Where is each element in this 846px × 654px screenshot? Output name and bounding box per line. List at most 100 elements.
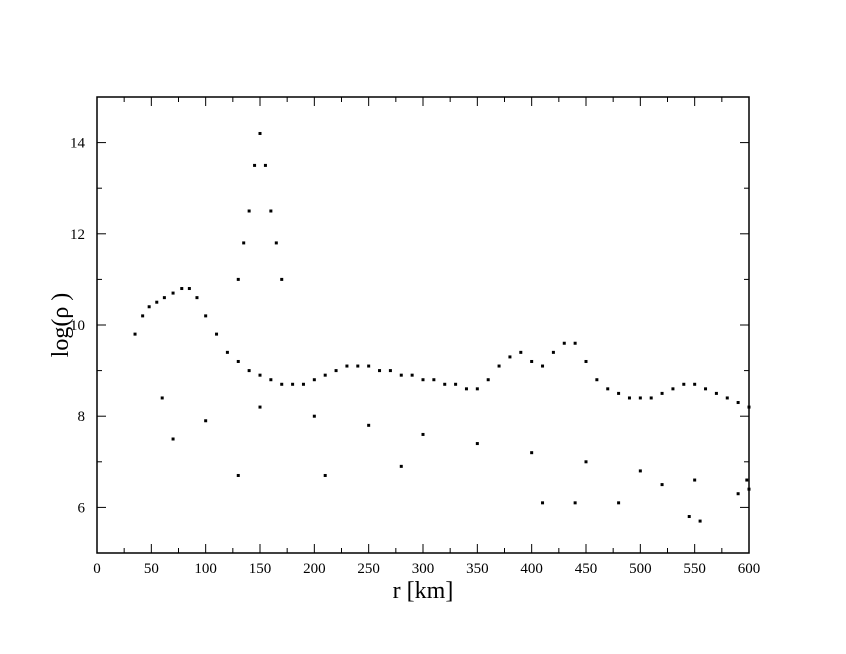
data-point (443, 382, 447, 386)
data-point (258, 373, 262, 377)
data-point (432, 378, 436, 382)
data-point (269, 378, 273, 382)
data-point (312, 378, 316, 382)
data-point (519, 350, 523, 354)
data-point (698, 519, 702, 523)
data-point (617, 391, 621, 395)
data-point (225, 350, 229, 354)
data-point (356, 364, 360, 368)
data-point (745, 478, 749, 482)
ticks-layer (96, 97, 750, 553)
x-tick-label: 250 (357, 561, 380, 577)
x-tick-label: 400 (520, 561, 543, 577)
data-point (562, 341, 566, 345)
data-point (486, 378, 490, 382)
data-point (334, 369, 338, 373)
data-point (508, 355, 512, 359)
x-tick-label: 550 (683, 561, 706, 577)
data-point (541, 364, 545, 368)
data-point (421, 378, 425, 382)
data-point (530, 359, 534, 363)
data-point (649, 396, 653, 400)
data-point (345, 364, 349, 368)
data-point (454, 382, 458, 386)
data-point (573, 501, 577, 505)
data-point (551, 350, 555, 354)
data-point (736, 401, 740, 405)
plot-background (97, 97, 749, 553)
data-point (162, 296, 166, 300)
x-tick-label: 200 (303, 561, 326, 577)
data-point (236, 473, 240, 477)
data-point (133, 332, 137, 336)
x-tick-label: 0 (93, 561, 101, 577)
data-point (388, 369, 392, 373)
data-point (171, 291, 175, 295)
y-tick-label: 8 (78, 409, 86, 425)
data-point (704, 387, 708, 391)
x-tick-label: 50 (144, 561, 159, 577)
data-point (280, 382, 284, 386)
data-point (530, 451, 534, 455)
points-layer (133, 131, 751, 523)
x-tick-label: 300 (412, 561, 435, 577)
data-point (160, 396, 164, 400)
data-point (660, 483, 664, 487)
data-point (606, 387, 610, 391)
data-point (195, 296, 199, 300)
data-point (660, 391, 664, 395)
data-point (584, 460, 588, 464)
data-point (291, 382, 295, 386)
data-point (736, 492, 740, 496)
y-tick-label: 14 (70, 136, 86, 152)
data-point (187, 287, 191, 291)
data-point (399, 373, 403, 377)
data-point (258, 405, 262, 409)
data-point (155, 300, 159, 304)
data-point (312, 414, 316, 418)
data-point (693, 478, 697, 482)
data-point (171, 437, 175, 441)
data-point (301, 382, 305, 386)
data-point (584, 359, 588, 363)
data-point (617, 501, 621, 505)
data-point (258, 131, 262, 135)
data-point (263, 163, 267, 167)
x-tick-label: 100 (194, 561, 217, 577)
data-point (714, 391, 718, 395)
data-point (236, 277, 240, 281)
y-tick-label: 12 (70, 227, 85, 243)
data-point (573, 341, 577, 345)
x-tick-label: 450 (575, 561, 598, 577)
x-tick-label: 150 (249, 561, 272, 577)
data-point (242, 241, 246, 245)
plot-frame (96, 96, 750, 554)
data-point (323, 373, 327, 377)
data-point (378, 369, 382, 373)
data-point (595, 378, 599, 382)
data-point (367, 423, 371, 427)
data-point (464, 387, 468, 391)
x-tick-label: 350 (466, 561, 489, 577)
data-point (269, 209, 273, 213)
data-point (682, 382, 686, 386)
data-point (475, 387, 479, 391)
data-point (274, 241, 278, 245)
data-point (215, 332, 219, 336)
data-point (541, 501, 545, 505)
data-point (638, 469, 642, 473)
data-point (627, 396, 631, 400)
data-point (421, 432, 425, 436)
data-point (253, 163, 257, 167)
data-point (180, 287, 184, 291)
y-axis-title: log(ρ ) (48, 293, 74, 358)
data-point (410, 373, 414, 377)
x-axis-title: r [km] (393, 578, 454, 604)
data-point (204, 419, 208, 423)
data-point (141, 314, 145, 318)
x-tick-label: 600 (738, 561, 761, 577)
labels-layer: 0 50 100 150 200 250 300 350 400 450 500 550 600 6 8 10… (70, 136, 760, 577)
data-point (236, 359, 240, 363)
data-point (725, 396, 729, 400)
